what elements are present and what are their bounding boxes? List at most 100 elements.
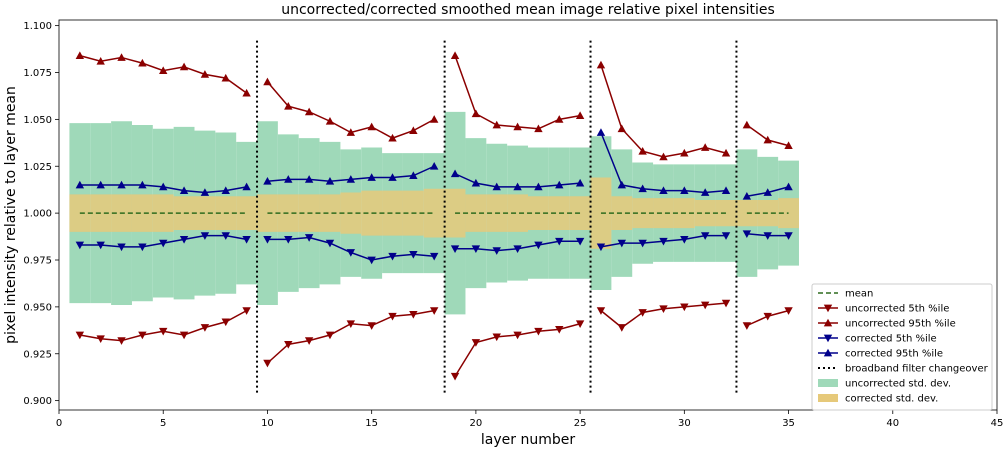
point-uncorrected-95th-ile (680, 148, 689, 157)
point-uncorrected-95th-ile (784, 141, 793, 149)
legend-label-broadband-filter-changeover: broadband filter changeover (845, 364, 989, 375)
point-uncorrected-5th-ile (638, 309, 647, 317)
point-corrected-5th-ile (742, 230, 752, 238)
point-uncorrected-5th-ile (596, 307, 606, 315)
legend-label-corrected-95th-ile: corrected 95th %ile (845, 349, 943, 360)
point-corrected-5th-ile (179, 236, 189, 244)
point-uncorrected-95th-ile (721, 148, 731, 157)
point-corrected-95th-ile (117, 180, 126, 189)
point-corrected-95th-ile (96, 180, 105, 189)
point-corrected-5th-ile (534, 241, 543, 250)
legend-label-corrected-5th-ile: corrected 5th %ile (845, 334, 937, 345)
point-uncorrected-95th-ile (304, 107, 314, 116)
band-step-corrected (236, 196, 258, 230)
point-corrected-95th-ile (534, 182, 543, 191)
point-corrected-5th-ile (117, 243, 126, 252)
point-uncorrected-5th-ile (784, 307, 793, 315)
x-tick-label: 40 (886, 418, 899, 429)
point-uncorrected-5th-ile (263, 359, 272, 368)
point-uncorrected-95th-ile (513, 122, 522, 131)
band-step-corrected (194, 196, 216, 230)
y-tick-label: 1.075 (23, 68, 52, 79)
legend-marker-uncorrected-95th-ile (823, 318, 833, 327)
point-uncorrected-95th-ile (409, 126, 418, 134)
point-uncorrected-5th-ile (304, 337, 314, 345)
point-uncorrected-95th-ile (346, 128, 356, 136)
point-uncorrected-5th-ile (200, 324, 210, 332)
x-tick-label: 0 (56, 418, 62, 429)
point-uncorrected-95th-ile (200, 70, 210, 78)
point-corrected-95th-ile (492, 182, 501, 191)
legend-box (811, 283, 993, 411)
series-line-uncorrected-5th-ile (79, 309, 247, 342)
series-line-uncorrected-5th-ile (454, 323, 581, 377)
point-corrected-5th-ile (575, 237, 585, 246)
legend-marker-uncorrected-5th-ile (823, 304, 833, 313)
series-lines (75, 51, 793, 381)
point-corrected-95th-ile (179, 186, 189, 194)
point-corrected-5th-ile (555, 237, 564, 246)
point-corrected-5th-ile (596, 243, 606, 252)
y-tick-label: 0.900 (23, 396, 52, 407)
point-corrected-5th-ile (367, 256, 376, 265)
point-uncorrected-95th-ile (742, 120, 752, 129)
x-tick-label: 30 (678, 418, 691, 429)
legend-marker-corrected-5th-ile (823, 334, 833, 343)
point-uncorrected-95th-ile (638, 147, 647, 155)
x-tick-label: 45 (991, 418, 1004, 429)
point-corrected-95th-ile (575, 178, 585, 187)
point-uncorrected-5th-ile (221, 318, 230, 327)
point-corrected-95th-ile (680, 186, 689, 194)
point-uncorrected-95th-ile (471, 109, 481, 118)
point-uncorrected-95th-ile (596, 60, 606, 69)
x-tick-label: 25 (574, 418, 587, 429)
point-corrected-5th-ile (409, 251, 418, 259)
point-uncorrected-5th-ile (742, 322, 752, 330)
point-uncorrected-5th-ile (450, 372, 460, 381)
series-line-uncorrected-95th-ile (454, 55, 581, 130)
point-uncorrected-5th-ile (680, 303, 689, 312)
point-uncorrected-5th-ile (284, 341, 293, 349)
point-uncorrected-5th-ile (763, 312, 772, 321)
point-corrected-95th-ile (721, 186, 731, 194)
point-corrected-95th-ile (200, 188, 210, 196)
y-tick-label: 1.100 (23, 21, 52, 32)
point-corrected-5th-ile (638, 239, 647, 248)
point-uncorrected-95th-ile (96, 57, 105, 65)
point-corrected-95th-ile (513, 182, 522, 191)
point-corrected-5th-ile (284, 236, 293, 244)
point-corrected-5th-ile (700, 232, 710, 240)
point-corrected-95th-ile (659, 186, 668, 194)
point-uncorrected-95th-ile (700, 143, 710, 151)
x-tick-label: 15 (365, 418, 378, 429)
chart-title: uncorrected/corrected smoothed mean imag… (281, 2, 775, 18)
plot-frame (58, 19, 998, 411)
legend-label-mean: mean (845, 289, 873, 300)
point-corrected-5th-ile (721, 232, 731, 240)
point-uncorrected-5th-ile (617, 324, 626, 332)
point-corrected-95th-ile (617, 180, 626, 189)
point-corrected-5th-ile (617, 239, 626, 248)
legend-swatch-uncorrected-std-dev- (818, 379, 838, 387)
point-uncorrected-5th-ile (575, 320, 585, 328)
point-uncorrected-5th-ile (534, 327, 543, 336)
point-uncorrected-5th-ile (117, 337, 126, 345)
point-uncorrected-5th-ile (346, 320, 356, 328)
legend-label-uncorrected-5th-ile: uncorrected 5th %ile (845, 304, 949, 315)
series-line-uncorrected-95th-ile (600, 64, 727, 158)
point-corrected-5th-ile (680, 236, 689, 244)
point-corrected-5th-ile (388, 252, 397, 261)
point-corrected-5th-ile (659, 237, 668, 246)
point-corrected-95th-ile (159, 182, 168, 191)
point-corrected-95th-ile (471, 178, 481, 187)
point-uncorrected-95th-ile (117, 53, 126, 61)
point-uncorrected-95th-ile (575, 111, 585, 119)
point-uncorrected-5th-ile (138, 331, 147, 340)
legend-label-uncorrected-std-dev-: uncorrected std. dev. (845, 379, 951, 390)
band-step-corrected (131, 194, 153, 232)
point-corrected-95th-ile (450, 169, 460, 178)
y-tick-label: 1.025 (23, 162, 52, 173)
point-uncorrected-95th-ile (159, 66, 168, 74)
